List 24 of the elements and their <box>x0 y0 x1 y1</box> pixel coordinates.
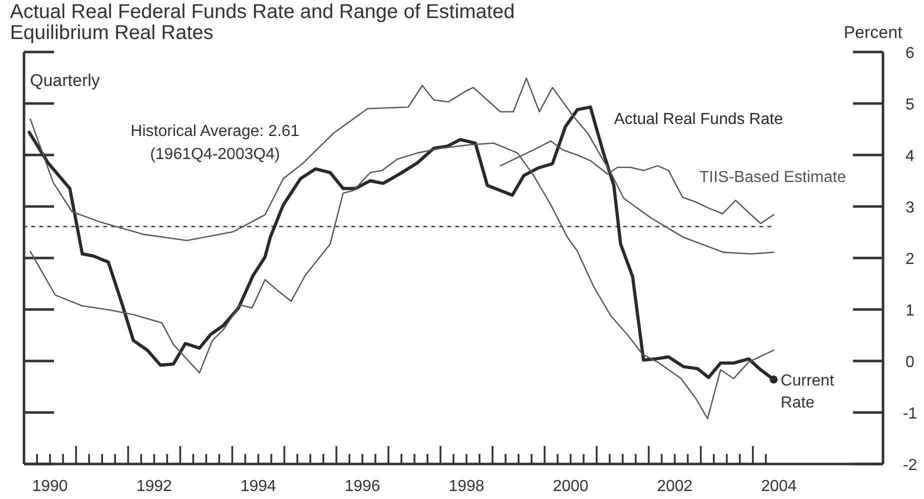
y-tick-label: 2 <box>906 251 915 268</box>
x-tick-label: 2004 <box>761 478 797 495</box>
y-tick-label: -2 <box>902 457 918 474</box>
y-tick-label: 4 <box>906 148 915 165</box>
annotation: Historical Average: 2.61 (1961Q4-2003Q4) <box>130 123 300 163</box>
series-label: TIIS-Based Estimate <box>699 169 846 186</box>
x-tick-label: 1996 <box>344 478 380 495</box>
chart-title: Actual Real Federal Funds Rate and Range of Estimated Equilibrium Real Rates <box>10 1 515 44</box>
y-tick-label: 1 <box>906 302 915 320</box>
y-tick-label: 6 <box>906 45 915 62</box>
x-tick-label: 2002 <box>656 478 693 495</box>
x-tick-label: 1998 <box>448 478 484 495</box>
y-tick-label: 0 <box>906 354 915 371</box>
series-label: Actual Real Funds Rate <box>614 111 784 128</box>
x-tick-label: 1990 <box>32 478 68 495</box>
x-tick-label: 1994 <box>240 478 276 495</box>
y-tick-label: 3 <box>906 200 915 216</box>
y-tick-label: -1 <box>902 406 918 422</box>
text: Quarterly <box>30 71 100 90</box>
y-tick-label: 5 <box>906 96 915 114</box>
x-tick-label: 2000 <box>552 478 589 495</box>
x-tick-label: 1992 <box>136 478 172 495</box>
y-axis-title: Percent <box>844 23 903 42</box>
annotation: Current Rate <box>780 372 835 412</box>
